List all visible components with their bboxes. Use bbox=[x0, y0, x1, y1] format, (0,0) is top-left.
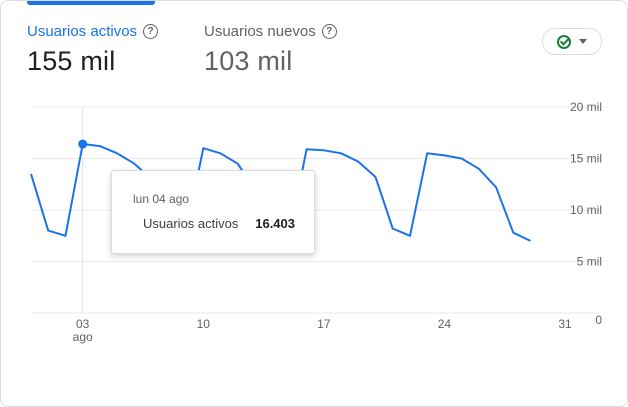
y-tick-label: 15 mil bbox=[570, 152, 602, 166]
tooltip-series-name: Usuarios activos bbox=[143, 216, 239, 231]
metric-active-users[interactable]: Usuarios activos ? 155 mil bbox=[27, 23, 159, 77]
check-circle-icon bbox=[557, 34, 571, 49]
highlight-point bbox=[78, 139, 88, 149]
help-icon[interactable]: ? bbox=[143, 24, 159, 39]
chevron-down-icon bbox=[579, 39, 587, 44]
x-tick-label: 03 bbox=[76, 317, 90, 331]
help-icon[interactable]: ? bbox=[321, 24, 337, 39]
x-tick-label: 31 bbox=[558, 317, 572, 331]
tooltip-value: 16.403 bbox=[255, 216, 295, 231]
y-tick-label: 10 mil bbox=[570, 203, 602, 217]
x-tick-sublabel: ago bbox=[73, 330, 93, 344]
y-tick-label: 5 mil bbox=[577, 255, 602, 269]
metric-new-users-label: Usuarios nuevos bbox=[204, 23, 316, 40]
x-tick-label: 17 bbox=[317, 317, 331, 331]
metric-new-users-value: 103 mil bbox=[204, 46, 293, 76]
y-tick-label: 20 mil bbox=[570, 100, 602, 114]
y-tick-label: 0 bbox=[595, 313, 602, 327]
x-tick-label: 10 bbox=[197, 317, 211, 331]
compare-dropdown-button[interactable] bbox=[542, 28, 602, 55]
metric-new-users[interactable]: Usuarios nuevos ? 103 mil bbox=[204, 23, 337, 77]
tooltip-date: lun 04 ago bbox=[133, 192, 190, 206]
active-tab-indicator bbox=[27, 1, 155, 5]
x-tick-label: 24 bbox=[438, 317, 452, 331]
metric-active-users-label: Usuarios activos bbox=[27, 23, 138, 40]
metric-active-users-value: 155 mil bbox=[27, 46, 116, 76]
chart-tooltip: lun 04 ago Usuarios activos 16.403 bbox=[111, 170, 315, 254]
